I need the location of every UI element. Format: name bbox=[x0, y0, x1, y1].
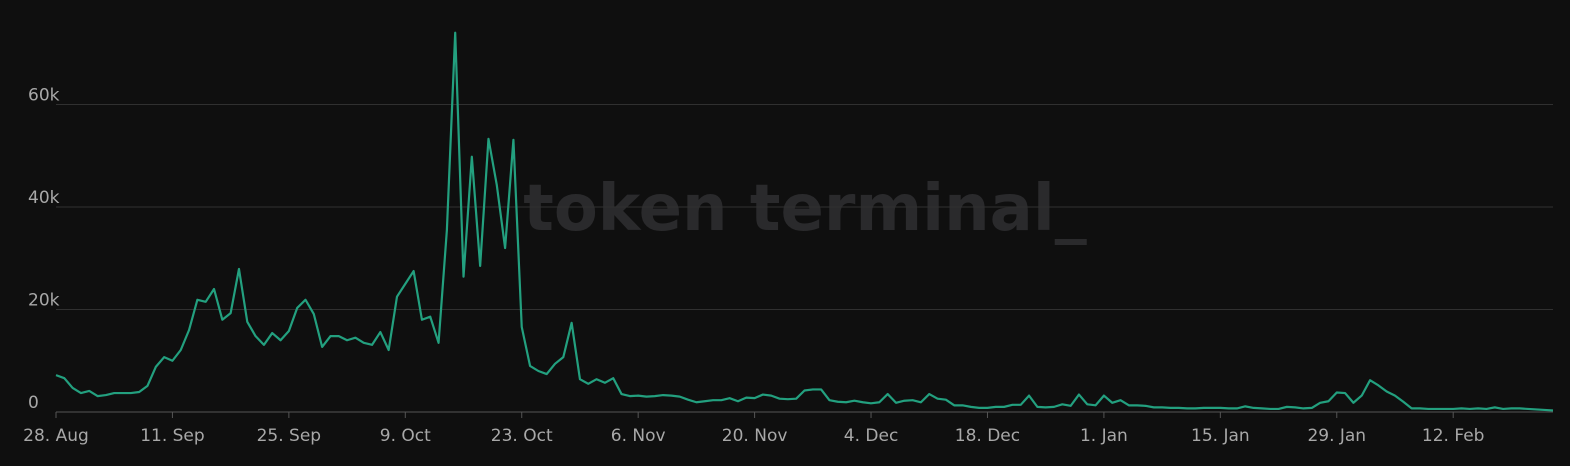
x-tick-label: 20. Nov bbox=[722, 426, 788, 446]
x-tick-label: 4. Dec bbox=[844, 426, 899, 446]
y-tick-label: 60k bbox=[28, 86, 60, 106]
x-tick-label: 9. Oct bbox=[380, 426, 431, 446]
x-tick-label: 11. Sep bbox=[140, 426, 204, 446]
line bbox=[55, 31, 1554, 412]
x-tick-label: 12. Feb bbox=[1422, 426, 1485, 446]
x-tick-label: 29. Jan bbox=[1307, 426, 1366, 446]
x-tick-label: 15. Jan bbox=[1191, 426, 1250, 446]
y-tick-label: 0 bbox=[28, 393, 39, 413]
x-tick-label: 6. Nov bbox=[611, 426, 666, 446]
y-tick-label: 20k bbox=[28, 291, 60, 311]
x-tick-label: 28. Aug bbox=[23, 426, 89, 446]
watermark: token terminal_ bbox=[523, 172, 1087, 246]
x-tick-label: 25. Sep bbox=[257, 426, 321, 446]
x-tick-label: 23. Oct bbox=[491, 426, 553, 446]
x-tick-label: 1. Jan bbox=[1080, 426, 1128, 446]
y-tick-label: 40k bbox=[28, 188, 60, 208]
x-tick-label: 18. Dec bbox=[955, 426, 1020, 446]
